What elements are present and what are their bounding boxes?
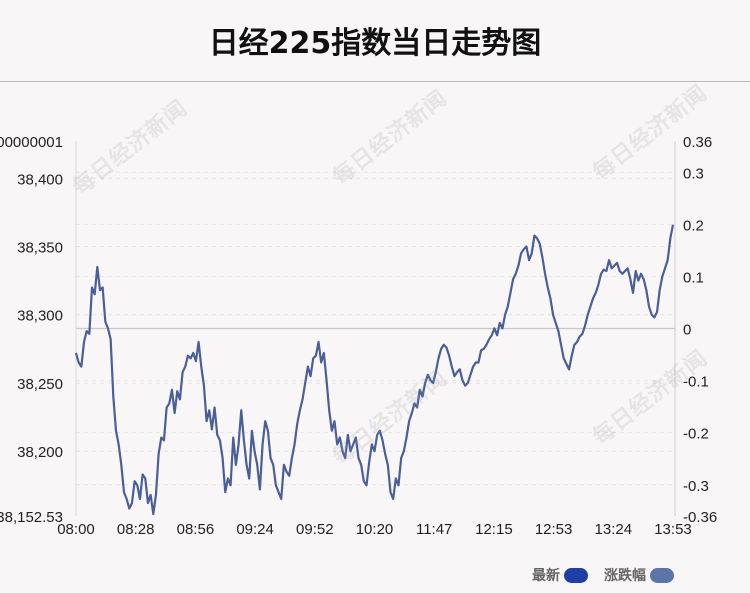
grid bbox=[76, 171, 675, 486]
x-tick-label: 09:24 bbox=[236, 521, 274, 538]
left-tick-label: 38,400 bbox=[17, 171, 63, 188]
right-tick-label: 0 bbox=[683, 322, 691, 339]
legend-swatch-latest[interactable] bbox=[564, 567, 588, 583]
right-tick-label: 0.3 bbox=[683, 165, 704, 182]
plot-area bbox=[74, 224, 675, 516]
right-axis-ticks: -0.36 -0.3 -0.2 -0.1 0 0.1 0.2 0.3 0.36 bbox=[683, 134, 717, 526]
right-tick-label: 0.2 bbox=[683, 217, 704, 234]
right-tick-label: -0.36 bbox=[683, 509, 717, 526]
x-tick-label: 13:24 bbox=[595, 521, 633, 538]
x-tick-label: 11:47 bbox=[416, 521, 452, 538]
series-line-latest bbox=[74, 224, 675, 516]
left-tick-label: 38,200 bbox=[17, 444, 63, 461]
right-tick-label: 0.36 bbox=[683, 134, 712, 151]
x-tick-label: 08:28 bbox=[117, 521, 155, 538]
chart-title: 日经225指数当日走势图 bbox=[208, 26, 542, 61]
left-axis-ticks: 38,152.53 38,200 38,250 38,300 38,350 38,400 3… bbox=[0, 134, 63, 526]
legend-swatch-change[interactable] bbox=[650, 567, 674, 583]
right-tick-label: 0.1 bbox=[683, 269, 704, 286]
x-tick-label: 12:53 bbox=[535, 521, 573, 538]
left-tick-label: 38,350 bbox=[17, 239, 63, 256]
right-tick-label: -0.2 bbox=[683, 426, 709, 443]
x-axis-ticks: 08:00 08:28 08:56 09:24 09:52 10:20 11:47 12:15… bbox=[57, 521, 692, 538]
x-tick-label: 08:00 bbox=[57, 521, 95, 538]
left-tick-label: 38,250 bbox=[17, 376, 63, 393]
legend-label-latest: 最新 bbox=[532, 568, 560, 584]
x-tick-label: 13:53 bbox=[654, 521, 692, 538]
axes bbox=[75, 141, 676, 516]
title-divider bbox=[0, 81, 750, 82]
x-tick-label: 12:15 bbox=[475, 521, 513, 538]
x-tick-label: 08:56 bbox=[177, 521, 215, 538]
left-tick-label: 38427.3000000001 bbox=[0, 134, 63, 151]
x-tick-label: 10:20 bbox=[356, 521, 394, 538]
left-tick-label: 38,152.53 bbox=[0, 509, 63, 526]
right-tick-label: -0.3 bbox=[683, 478, 709, 495]
left-tick-label: 38,300 bbox=[17, 308, 63, 325]
legend-label-change: 涨跌幅 bbox=[604, 568, 646, 584]
right-tick-label: -0.1 bbox=[683, 374, 709, 391]
legend: 最新 涨跌幅 bbox=[532, 565, 674, 585]
x-tick-label: 09:52 bbox=[296, 521, 334, 538]
